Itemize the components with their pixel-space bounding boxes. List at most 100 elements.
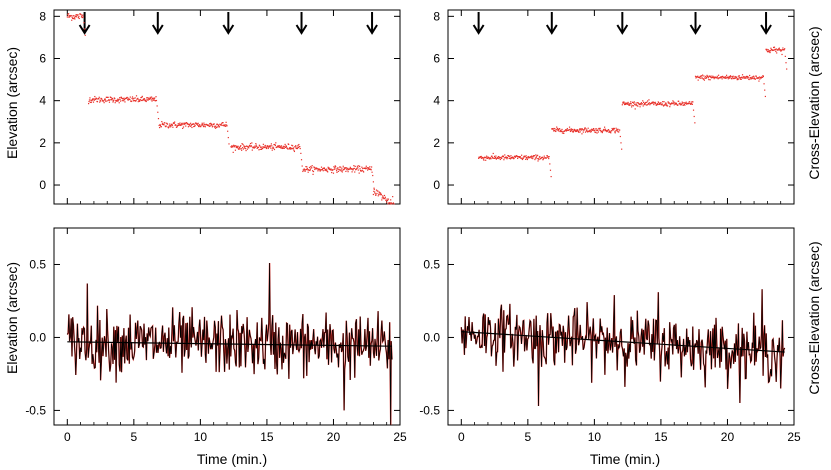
- data-point: [716, 77, 718, 79]
- data-point: [480, 155, 482, 158]
- data-point: [74, 16, 76, 18]
- data-point: [392, 196, 394, 198]
- data-point: [634, 103, 636, 106]
- data-point: [249, 142, 252, 145]
- data-point: [768, 49, 770, 52]
- data-point: [121, 100, 123, 102]
- data-point: [497, 156, 499, 158]
- data-point: [282, 146, 284, 148]
- data-point: [308, 166, 311, 169]
- data-point: [119, 100, 122, 102]
- data-point: [587, 127, 589, 129]
- data-point: [497, 157, 499, 159]
- data-point: [275, 142, 277, 144]
- data-point: [560, 130, 563, 133]
- data-point: [782, 47, 784, 49]
- data-point: [393, 203, 395, 205]
- data-point: [208, 125, 210, 128]
- data-point: [745, 75, 748, 78]
- data-point: [280, 146, 282, 148]
- data-point: [558, 130, 560, 132]
- data-point: [745, 76, 747, 78]
- data-point: [647, 100, 649, 102]
- down-arrow-icon: [366, 12, 378, 35]
- data-point: [264, 146, 266, 148]
- data-point: [202, 124, 204, 126]
- data-point: [479, 157, 481, 159]
- data-point: [213, 123, 215, 125]
- data-point: [603, 126, 606, 128]
- data-point: [308, 169, 310, 171]
- data-point: [572, 130, 575, 133]
- data-point: [372, 174, 374, 177]
- data-point: [92, 99, 94, 101]
- x-tick-label: 25: [393, 430, 407, 444]
- data-point: [360, 170, 363, 172]
- data-point: [154, 100, 157, 102]
- data-point: [772, 46, 775, 49]
- data-point: [68, 16, 71, 18]
- data-point: [507, 155, 509, 157]
- data-point: [186, 122, 189, 125]
- data-point: [289, 147, 291, 150]
- data-point: [362, 167, 364, 170]
- data-point: [777, 49, 779, 51]
- data-point: [349, 166, 351, 168]
- ylabel-top-left: Elevation (arcsec): [4, 47, 20, 159]
- y-tick-label: 6: [433, 52, 440, 66]
- data-point: [232, 145, 234, 147]
- data-point: [539, 155, 541, 158]
- data-point: [352, 168, 355, 170]
- data-point: [580, 129, 583, 131]
- data-point: [231, 145, 233, 147]
- data-point: [306, 167, 308, 170]
- data-point: [483, 159, 485, 161]
- data-point: [191, 126, 193, 129]
- data-point: [231, 146, 233, 148]
- data-point: [705, 77, 707, 79]
- data-point: [341, 167, 343, 169]
- data-point: [533, 155, 536, 157]
- data-point: [578, 131, 580, 133]
- panel-bottom-right: 0 5 10 15 20 25 -0.5 0.0 0.5: [419, 227, 801, 444]
- data-point: [682, 104, 685, 106]
- data-point: [217, 126, 219, 128]
- data-point: [132, 98, 134, 100]
- data-point: [258, 149, 260, 151]
- data-point: [282, 147, 284, 149]
- data-point: [368, 167, 370, 169]
- data-point: [358, 165, 360, 167]
- data-point: [95, 98, 98, 100]
- data-point: [165, 126, 167, 128]
- data-point: [379, 194, 381, 196]
- data-point: [255, 143, 257, 145]
- data-point: [710, 75, 712, 77]
- data-point: [706, 76, 708, 79]
- data-point: [585, 130, 587, 132]
- data-point: [101, 98, 103, 100]
- data-point: [351, 168, 353, 170]
- data-point: [218, 126, 221, 128]
- data-point: [772, 49, 774, 51]
- data-point: [254, 146, 256, 148]
- data-point: [478, 157, 480, 159]
- data-point: [90, 99, 92, 101]
- y-tick-label: 4: [39, 94, 46, 108]
- data-point: [753, 76, 755, 78]
- data-point: [496, 157, 498, 159]
- data-point: [239, 146, 241, 148]
- data-point: [349, 168, 351, 170]
- data-point: [512, 157, 514, 159]
- data-point: [188, 123, 190, 125]
- data-point: [682, 102, 684, 104]
- data-point: [318, 168, 320, 170]
- ylabel-top-right: Cross-Elevation (arcsec): [806, 26, 822, 179]
- data-point: [662, 104, 664, 106]
- data-point: [176, 125, 178, 127]
- data-point: [702, 78, 705, 80]
- data-point: [123, 99, 126, 101]
- data-point: [344, 167, 346, 170]
- data-point: [674, 102, 676, 104]
- data-point: [728, 75, 730, 78]
- data-point: [642, 100, 644, 102]
